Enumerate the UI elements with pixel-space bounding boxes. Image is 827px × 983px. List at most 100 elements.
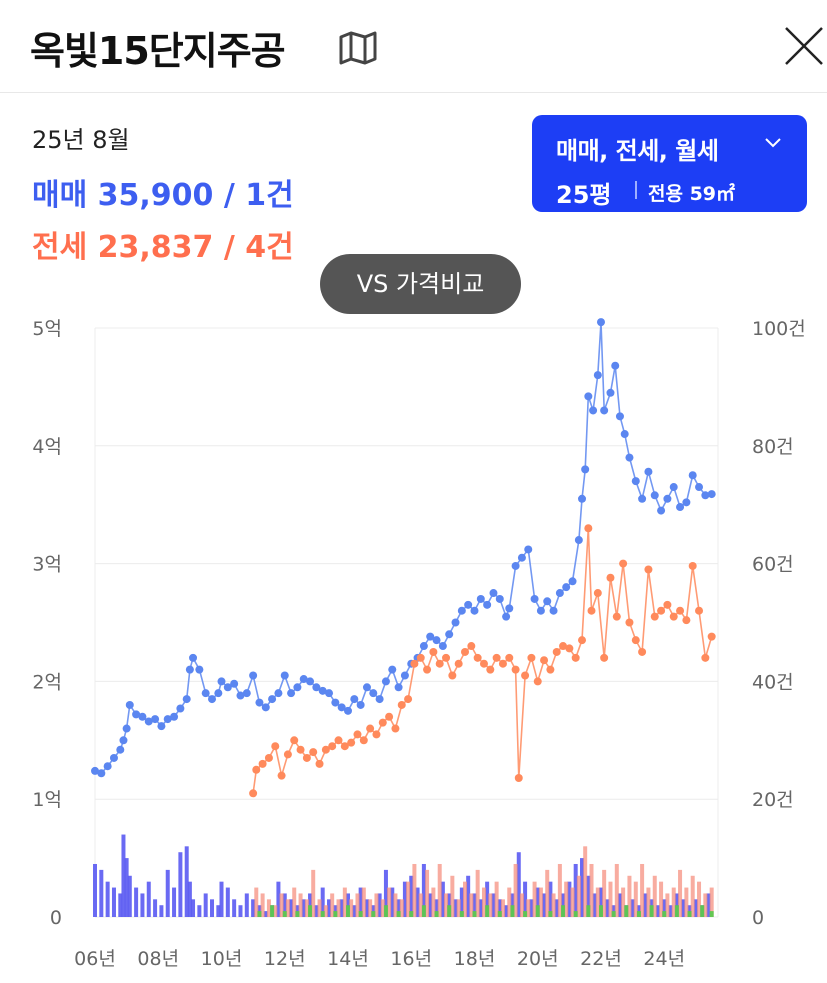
data-point — [293, 683, 302, 692]
data-point — [611, 361, 620, 370]
data-point — [170, 712, 179, 721]
data-point — [315, 759, 324, 768]
data-point — [432, 636, 441, 645]
volume-bar — [709, 911, 714, 917]
data-point — [578, 494, 587, 503]
data-point — [287, 689, 296, 698]
data-point — [280, 671, 289, 680]
volume-bar — [491, 893, 496, 917]
data-point — [479, 659, 488, 668]
map-icon[interactable] — [338, 30, 378, 66]
volume-bar — [542, 893, 547, 917]
data-point — [325, 689, 334, 698]
data-point — [511, 665, 520, 674]
volume-bar — [396, 899, 401, 917]
data-point — [97, 769, 106, 778]
volume-bar — [266, 899, 271, 917]
data-point — [356, 700, 365, 709]
volume-bar — [481, 887, 486, 917]
data-point — [125, 700, 134, 709]
volume-bar — [504, 905, 509, 917]
volume-bar — [289, 899, 294, 917]
data-point — [578, 636, 587, 645]
data-point — [514, 773, 523, 782]
volume-bar — [665, 893, 670, 917]
data-point — [163, 715, 172, 724]
volume-bar — [276, 881, 281, 917]
volume-bar — [409, 875, 414, 917]
data-point — [296, 745, 305, 754]
volume-bar — [640, 863, 645, 917]
data-point — [214, 689, 223, 698]
volume-bar — [703, 893, 708, 917]
volume-bar — [469, 893, 474, 917]
volume-bar — [548, 911, 553, 917]
volume-bar — [361, 887, 366, 917]
volume-bar — [412, 863, 417, 917]
data-point — [631, 636, 640, 645]
trade-filter-button[interactable]: 매매, 전세, 월세 25평 전용 59㎡ — [532, 115, 807, 212]
jeonse-summary: 전세 23,837 / 4건 — [32, 222, 294, 266]
page-title: 옥빛15단지주공 — [30, 29, 286, 73]
data-point — [290, 736, 299, 745]
data-point — [505, 604, 514, 613]
data-point — [517, 553, 526, 562]
volume-bar — [219, 881, 224, 917]
volume-bar — [323, 905, 328, 917]
data-point — [283, 750, 292, 759]
data-point — [397, 700, 406, 709]
data-point — [682, 498, 691, 507]
x-tick: 12년 — [264, 948, 306, 970]
data-point — [445, 630, 454, 639]
volume-bar — [153, 899, 158, 917]
data-point — [176, 704, 185, 713]
data-point — [663, 494, 672, 503]
volume-bar — [295, 911, 300, 917]
data-point — [312, 683, 321, 692]
vs-compare-button[interactable]: VS 가격비교 — [320, 254, 521, 314]
volume-bar — [564, 881, 569, 917]
data-point — [568, 577, 577, 586]
data-point — [559, 642, 568, 651]
volume-bar — [327, 899, 332, 917]
volume-bar — [118, 893, 123, 917]
data-point — [530, 594, 539, 603]
data-point — [416, 653, 425, 662]
volume-bar — [440, 881, 445, 917]
data-point — [707, 632, 716, 641]
trade-types-label: 매매, 전세, 월세 — [556, 137, 719, 165]
sale-value: 35,900 / 1건 — [97, 178, 294, 213]
volume-bar — [383, 905, 388, 917]
data-point — [552, 647, 561, 656]
y-tick-right: 100건 — [752, 318, 806, 340]
volume-bar — [583, 846, 588, 917]
close-icon[interactable] — [782, 24, 826, 68]
y-tick-left: 4억 — [32, 436, 62, 458]
volume-bar — [687, 911, 692, 917]
data-point — [527, 653, 536, 662]
data-point — [182, 695, 191, 704]
volume-bar — [459, 887, 464, 917]
volume-bar — [450, 875, 455, 917]
volume-bar — [425, 869, 430, 917]
data-point — [103, 762, 112, 771]
volume-bar — [203, 893, 208, 917]
x-tick: 18년 — [454, 948, 496, 970]
data-point — [268, 695, 277, 704]
volume-bar — [308, 905, 313, 917]
volume-bar — [586, 905, 591, 917]
data-point — [574, 536, 583, 545]
volume-bar — [311, 869, 316, 917]
data-point — [625, 618, 634, 627]
data-point — [543, 597, 552, 606]
volume-bar — [383, 869, 388, 917]
data-point — [369, 689, 378, 698]
data-point — [461, 647, 470, 656]
volume-bar — [352, 905, 357, 917]
volume-bar — [431, 887, 436, 917]
volume-bar — [652, 875, 657, 917]
volume-bar — [668, 905, 673, 917]
pyeong-label: 25평 — [556, 181, 612, 209]
data-point — [688, 471, 697, 480]
volume-bar — [573, 863, 578, 917]
